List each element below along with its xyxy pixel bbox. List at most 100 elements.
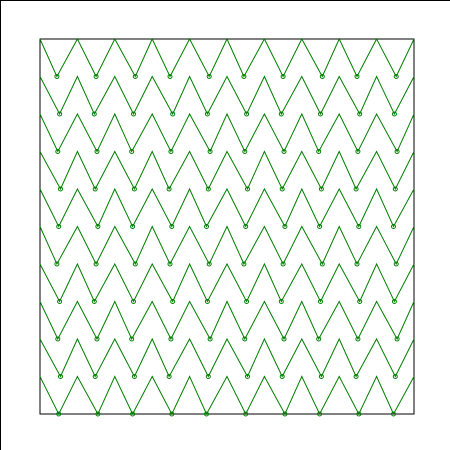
valley-marker [131,374,137,379]
valley-marker [357,111,363,117]
valley-marker [355,336,361,342]
valley-marker [353,374,359,379]
valley-marker [131,186,137,192]
zigzag-line [39,75,415,116]
valley-marker [318,374,324,379]
valley-marker [391,224,396,229]
valley-marker [244,111,250,117]
zigzag-line [39,375,415,416]
valley-marker [204,224,209,229]
valley-marker [170,111,176,117]
valley-marker [55,336,61,342]
valley-marker [241,74,247,79]
valley-marker [356,411,362,417]
valley-marker [353,186,359,192]
valley-marker [93,74,99,79]
valley-marker [131,111,136,117]
valley-marker [58,186,63,192]
valley-marker [204,411,209,417]
valley-marker [392,186,398,192]
valley-marker [317,411,323,417]
valley-marker [393,261,399,267]
valley-marker [54,261,60,267]
valley-marker [243,411,249,417]
valley-marker [94,336,100,342]
valley-marker [95,224,101,229]
valley-marker [169,411,175,417]
valley-marker [280,261,286,267]
zigzag-line [39,37,415,78]
valley-marker [56,224,62,229]
valley-marker [129,149,135,154]
valley-marker [206,74,212,79]
valley-marker [92,374,98,379]
valley-marker [280,74,286,79]
valley-marker [318,186,324,192]
zigzag-row [39,187,415,229]
valley-marker [319,74,325,79]
valley-marker [392,374,398,379]
valley-marker [317,224,323,229]
valley-marker [54,74,60,79]
valley-marker [205,186,211,192]
valley-marker [357,299,363,304]
valley-marker [393,74,399,79]
valley-marker [204,111,210,117]
valley-marker [55,149,61,154]
valley-marker [129,336,135,342]
valley-marker [282,411,288,417]
valley-marker [132,261,138,267]
valley-marker [166,374,172,379]
valley-marker [56,411,62,417]
valley-marker [92,186,98,192]
valley-marker [95,411,101,417]
valley-marker [391,299,397,304]
valley-marker [207,336,213,342]
valley-marker [243,224,249,229]
valley-marker [394,149,400,154]
valley-marker [241,261,247,267]
valley-marker [58,374,63,379]
zigzag-row [39,337,415,379]
zigzag-line [39,150,415,191]
valley-marker [166,186,172,192]
valley-marker [316,149,322,154]
valley-marker [245,186,250,192]
valley-marker [170,299,176,304]
zigzag-row [39,300,415,342]
valley-marker [131,299,136,304]
valley-marker [169,224,175,229]
zigzag-row [39,112,415,154]
zigzag-line [39,262,415,303]
valley-marker [167,74,173,79]
valley-marker [245,374,250,379]
valley-marker [279,374,285,379]
valley-marker [279,186,285,192]
valley-marker [244,299,250,304]
valley-marker [204,299,210,304]
valley-marker [316,336,322,342]
zigzag-line [39,112,415,153]
valley-marker [57,299,63,304]
valley-marker [168,336,174,342]
zigzag-line [39,337,415,378]
valley-marker [354,261,360,267]
valley-marker [130,224,136,229]
valley-marker [167,261,173,267]
zigzag-row [39,262,415,304]
valley-marker [281,149,287,154]
zigzag-row [39,37,415,79]
valley-marker [391,111,397,117]
valley-marker [91,299,97,304]
valley-marker [356,224,362,229]
valley-marker [132,74,138,79]
valley-marker [282,224,288,229]
valley-marker [91,111,97,117]
valley-marker [278,111,284,117]
valley-marker [354,74,360,79]
zigzag-line [39,225,415,266]
valley-marker [394,336,400,342]
zigzag-line [39,187,415,228]
